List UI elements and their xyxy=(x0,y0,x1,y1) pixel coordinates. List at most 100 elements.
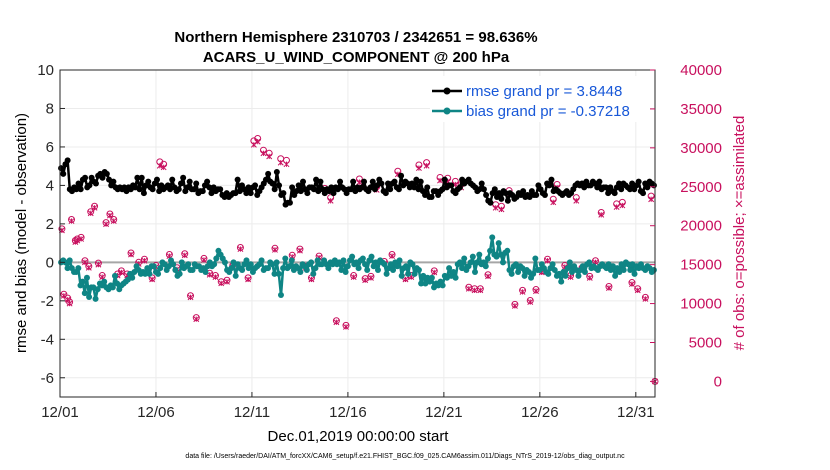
obs-assimilated-marker xyxy=(350,274,357,281)
rmse-point xyxy=(75,180,82,187)
rmse-point xyxy=(391,178,398,185)
rmse-point xyxy=(441,176,448,183)
bias-point xyxy=(368,253,375,260)
bias-point xyxy=(495,240,502,247)
bias-point xyxy=(86,293,93,300)
bias-point xyxy=(620,267,627,274)
obs-assimilated-marker xyxy=(141,257,148,264)
bias-point xyxy=(581,268,588,275)
rmse-point xyxy=(491,186,498,193)
obs-assimilated-marker xyxy=(181,252,188,259)
rmse-point xyxy=(199,188,206,195)
obs-assimilated-marker xyxy=(260,150,267,157)
legend-rmse-label: rmse grand pr = 3.8448 xyxy=(466,83,622,100)
y-right-tick-label: 20000 xyxy=(680,218,722,235)
rmse-point xyxy=(145,178,152,185)
rmse-point xyxy=(271,186,278,193)
bias-point xyxy=(545,270,552,277)
obs-assimilated-marker xyxy=(103,221,110,228)
rmse-point xyxy=(476,186,483,193)
rmse-point xyxy=(204,178,211,185)
legend-bias-marker xyxy=(443,107,451,115)
rmse-point xyxy=(533,192,540,199)
bias-point xyxy=(185,261,192,268)
obs-assimilated-marker xyxy=(110,218,117,224)
bias-point xyxy=(476,251,483,258)
y-tick-label: 6 xyxy=(46,139,54,156)
bias-point xyxy=(83,274,90,281)
bias-point xyxy=(461,255,468,262)
rmse-point xyxy=(487,199,494,206)
obs-assimilated-marker xyxy=(567,274,574,281)
obs-assimilated-marker xyxy=(81,259,88,266)
y-right-tick-label: 25000 xyxy=(680,179,722,196)
y-right-tick-label: 0 xyxy=(714,373,722,390)
bias-point xyxy=(415,267,422,274)
rmse-point xyxy=(504,197,511,204)
bias-point xyxy=(625,261,632,268)
obs-assimilated-marker xyxy=(423,162,430,169)
rmse-point xyxy=(73,186,80,193)
bias-point xyxy=(310,270,317,277)
bias-point xyxy=(275,270,282,277)
obs-assimilated-marker xyxy=(106,212,113,219)
bias-point xyxy=(450,268,457,275)
rmse-point xyxy=(186,178,193,185)
bias-point xyxy=(359,255,366,262)
rmse-point xyxy=(280,190,287,197)
bias-point xyxy=(452,274,459,281)
obs-assimilated-marker xyxy=(224,278,230,285)
rmse-point xyxy=(193,180,200,187)
x-axis-ticks: 12/01 12/06 12/11 12/16 12/21 12/26 12/31 xyxy=(41,392,655,421)
bias-point xyxy=(403,263,410,270)
obs-assimilated-marker xyxy=(356,179,363,186)
obs-assimilated-marker xyxy=(74,237,81,244)
bias-point xyxy=(101,278,108,285)
y-tick-label: -4 xyxy=(41,331,54,348)
obs-assimilated-marker xyxy=(527,299,534,305)
bias-point xyxy=(428,274,435,281)
bias-point xyxy=(446,265,453,272)
bias-point xyxy=(383,270,390,277)
obs-assimilated-marker xyxy=(573,197,580,204)
bias-point xyxy=(549,261,556,268)
x-axis-label: Dec.01,2019 00:00:00 start xyxy=(268,428,450,445)
rmse-point xyxy=(77,186,84,193)
legend-rmse-marker xyxy=(443,87,451,95)
y-right-tick-label: 40000 xyxy=(680,62,722,79)
bias-point xyxy=(551,267,558,274)
rmse-point xyxy=(140,190,147,197)
rmse-point xyxy=(337,178,344,185)
y-tick-label: 2 xyxy=(46,216,54,233)
obs-assimilated-marker xyxy=(200,257,207,263)
obs-assimilated-marker xyxy=(78,235,85,242)
bias-point xyxy=(396,257,403,264)
rmse-point xyxy=(398,172,405,179)
obs-assimilated-marker xyxy=(193,316,200,323)
bias-point xyxy=(297,268,304,275)
y-tick-label: 8 xyxy=(46,100,54,117)
bias-point xyxy=(342,268,349,275)
bias-point xyxy=(564,265,571,272)
bias-point xyxy=(612,272,619,279)
rmse-point xyxy=(304,190,311,197)
bias-point xyxy=(312,265,319,272)
rmse-point xyxy=(640,190,647,197)
x-tick-label: 12/01 xyxy=(41,404,79,421)
obs-assimilated-marker xyxy=(327,197,334,204)
obs-assimilated-marker xyxy=(149,276,156,283)
bias-point xyxy=(573,267,580,274)
bias-point xyxy=(344,263,351,270)
rmse-point xyxy=(417,178,424,185)
rmse-point xyxy=(611,190,618,197)
bias-point xyxy=(64,265,71,272)
bias-point xyxy=(650,267,657,274)
obs-assimilated-marker xyxy=(156,162,163,169)
obs-assimilated-marker xyxy=(333,319,340,326)
obs-assimilated-marker xyxy=(415,165,422,172)
rmse-point xyxy=(243,190,250,197)
rmse-point xyxy=(498,195,505,202)
rmse-point xyxy=(110,178,117,185)
rmse-point xyxy=(602,184,609,191)
obs-assimilated-marker xyxy=(128,251,134,258)
